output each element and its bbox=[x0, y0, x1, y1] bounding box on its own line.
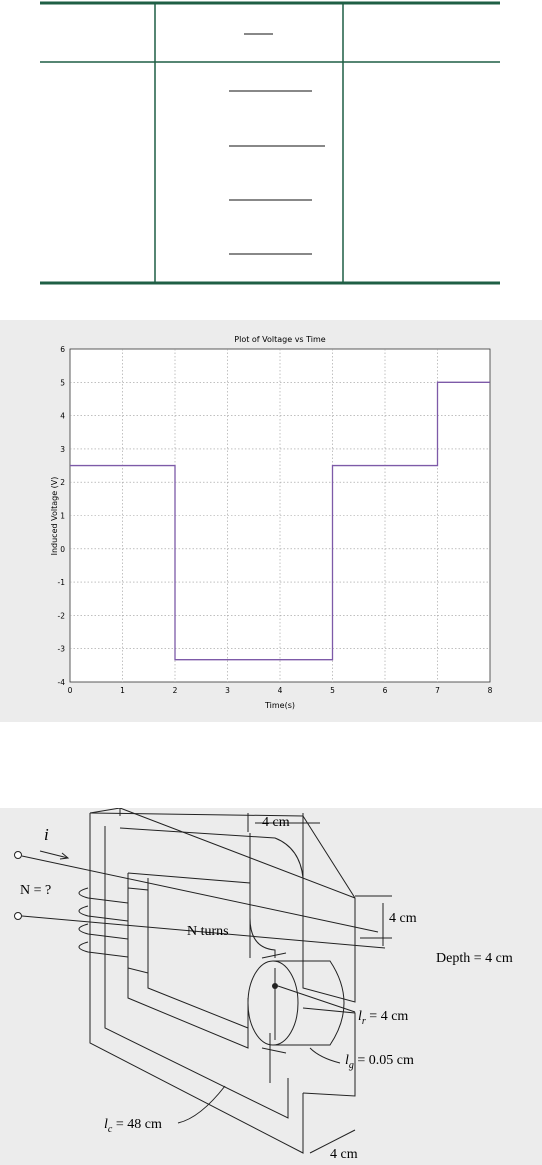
leader-rotor bbox=[277, 985, 356, 1013]
x-tick-label: 4 bbox=[278, 686, 283, 695]
y-tick-label: -1 bbox=[58, 578, 66, 587]
x-tick-label: 8 bbox=[488, 686, 493, 695]
gap-length-label: lg = 0.05 cm bbox=[345, 1053, 414, 1071]
y-tick-label: -3 bbox=[58, 645, 66, 654]
series-layer bbox=[70, 381, 490, 661]
y-tick-label: 3 bbox=[60, 445, 65, 454]
window-inner bbox=[147, 878, 249, 1029]
current-arrow bbox=[39, 850, 69, 859]
y-tick-label: 1 bbox=[60, 512, 65, 521]
terminal-top[interactable] bbox=[14, 851, 22, 859]
coil-front-face bbox=[127, 887, 149, 974]
leader-gap bbox=[309, 1047, 341, 1064]
x-axis-label: Time(s) bbox=[264, 701, 295, 710]
rotor-length-label: lr = 4 cm bbox=[358, 1009, 408, 1027]
x-tick-label: 0 bbox=[68, 686, 73, 695]
chart-title: Plot of Voltage vs Time bbox=[234, 335, 326, 344]
magnetic-core-figure: i N = ? N turns 4 cm 4 cm Depth = 4 cm l… bbox=[0, 808, 542, 1165]
x-tick-label: 1 bbox=[120, 686, 125, 695]
y-axis-label: Induced Voltage (V) bbox=[50, 477, 59, 556]
chart-panel: 0 1 2 3 4 5 6 7 8 -4 -3 -2 -1 0 1 2 3 4 5 6 Plot of Voltage… bbox=[0, 320, 542, 722]
table-region bbox=[0, 0, 542, 300]
y-tick-label: 2 bbox=[60, 478, 65, 487]
core-drawing: i N = ? N turns 4 cm 4 cm Depth = 4 cm l… bbox=[14, 808, 513, 1162]
x-tick-label: 3 bbox=[225, 686, 230, 695]
coil-lead-top bbox=[21, 855, 379, 933]
turns-label: N turns bbox=[187, 924, 229, 939]
coil-windings bbox=[78, 887, 129, 958]
core-outer-left-bottom bbox=[89, 813, 304, 1154]
x-tick-label: 7 bbox=[435, 686, 440, 695]
rotor-front bbox=[247, 960, 299, 1046]
current-arrowhead bbox=[59, 852, 70, 860]
y-tick-label: 4 bbox=[60, 412, 65, 421]
upper-pole-face bbox=[302, 814, 356, 1003]
turns-question-label: N = ? bbox=[20, 883, 51, 898]
width-bottom-label: 4 cm bbox=[330, 1147, 358, 1162]
lower-pole-face bbox=[302, 1007, 356, 1097]
width-top-label: 4 cm bbox=[262, 815, 290, 830]
coil-lead-bottom bbox=[21, 915, 386, 949]
core-top-front-edge bbox=[89, 812, 304, 817]
window-left-bottom bbox=[127, 873, 249, 1049]
voltage-chart: 0 1 2 3 4 5 6 7 8 -4 -3 -2 -1 0 1 2 3 4 5 6 Plot of Voltage… bbox=[50, 335, 493, 710]
air-gap-marks bbox=[261, 952, 287, 1054]
x-tick-label: 2 bbox=[173, 686, 178, 695]
current-label: i bbox=[44, 825, 49, 844]
table-graphic bbox=[40, 1, 500, 285]
terminal-bottom[interactable] bbox=[14, 912, 22, 920]
rotor-center-dot bbox=[272, 983, 278, 989]
x-tick-label: 6 bbox=[383, 686, 388, 695]
y-tick-label: 5 bbox=[60, 378, 65, 387]
rotor-body bbox=[273, 960, 345, 1046]
window-top bbox=[127, 872, 251, 958]
y-tick-label: 6 bbox=[60, 345, 65, 354]
core-length-label: lc = 48 cm bbox=[104, 1117, 162, 1135]
leader-core bbox=[177, 1085, 226, 1124]
flux-path-upper bbox=[249, 833, 276, 958]
core-top-back-edge bbox=[89, 808, 356, 899]
y-tick-label: -4 bbox=[58, 678, 66, 687]
height-right-label: 4 cm bbox=[389, 911, 417, 926]
dim-bottom-line bbox=[309, 1129, 356, 1154]
voltage-series-line bbox=[70, 381, 490, 661]
y-tick-label: 0 bbox=[60, 545, 65, 554]
depth-label: Depth = 4 cm bbox=[436, 951, 513, 966]
tick-labels: 0 1 2 3 4 5 6 7 8 -4 -3 -2 -1 0 1 2 3 4 5 6 bbox=[58, 345, 493, 695]
inner-loop-1 bbox=[104, 826, 289, 1119]
inner-loop-top bbox=[119, 827, 304, 879]
x-tick-label: 5 bbox=[330, 686, 335, 695]
y-tick-label: -2 bbox=[58, 611, 66, 620]
